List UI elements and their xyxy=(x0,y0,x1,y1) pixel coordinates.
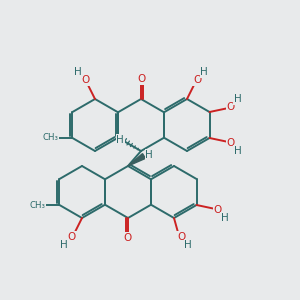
Text: O: O xyxy=(226,138,235,148)
Text: H: H xyxy=(200,67,208,77)
Polygon shape xyxy=(128,154,146,166)
Text: CH₃: CH₃ xyxy=(29,200,46,209)
Text: H: H xyxy=(234,94,242,104)
Text: O: O xyxy=(226,102,235,112)
Text: CH₃: CH₃ xyxy=(43,134,58,142)
Text: H: H xyxy=(60,240,68,250)
Text: O: O xyxy=(68,232,76,242)
Text: O: O xyxy=(124,233,132,243)
Text: O: O xyxy=(193,75,201,85)
Text: H: H xyxy=(145,150,153,160)
Text: H: H xyxy=(184,240,192,250)
Text: H: H xyxy=(220,213,228,223)
Text: H: H xyxy=(234,146,242,156)
Text: O: O xyxy=(177,232,185,242)
Text: O: O xyxy=(137,74,145,84)
Text: O: O xyxy=(81,75,89,85)
Text: H: H xyxy=(116,135,124,145)
Text: H: H xyxy=(74,67,82,77)
Text: O: O xyxy=(213,205,222,215)
